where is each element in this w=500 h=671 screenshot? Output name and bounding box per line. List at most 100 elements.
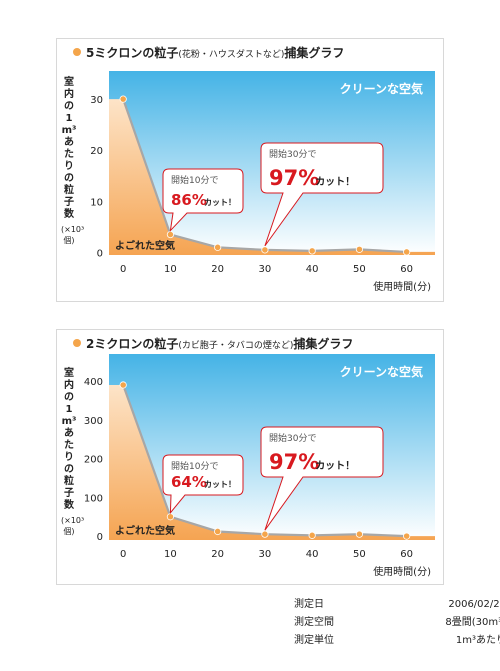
callout-suffix: カット！ (204, 480, 236, 489)
data-point (214, 243, 222, 251)
bullet-dot-icon (73, 48, 81, 56)
callout-percent: 97% (269, 450, 319, 474)
measurement-space-value: 8畳間(30m³) (445, 617, 500, 628)
y-axis-unit: (×10³個) (61, 225, 85, 245)
chart-title: 5ミクロンの粒子(花粉・ハウスダストなど)捕集グラフ (73, 44, 344, 61)
dirty-air-area (109, 99, 435, 255)
data-point (403, 248, 411, 256)
x-tick-label: 0 (120, 549, 126, 560)
y-axis-label-char: 粒 (64, 185, 74, 196)
y-axis-label-char: 子 (64, 197, 74, 208)
callout-frame (260, 426, 384, 531)
y-tick-label: 0 (97, 248, 103, 259)
y-axis-label-char: の (64, 464, 74, 475)
bullet-dot-icon (73, 339, 81, 347)
particle-chart-5micron: 0 10 20 30 0 10 20 30 40 50 60 使用時間(分) クリーンな空気よごれた空気… (90, 71, 435, 293)
callout-bubble: 開始10分で 86%カット！ (162, 168, 244, 233)
y-axis-label-char: あ (64, 428, 74, 439)
x-tick-label: 30 (259, 549, 272, 560)
callout-percent: 86% (171, 191, 207, 209)
measurement-date-row: 測定日 2006/02/20 (294, 596, 500, 614)
y-axis-label-char: 内 (64, 380, 74, 391)
y-axis-label-char: り (64, 161, 74, 172)
data-point (214, 527, 222, 536)
callout-caption: 開始30分で (269, 148, 316, 160)
dirty-air-area (109, 385, 435, 540)
callout-bubble: 開始30分で 97%カット！ (260, 142, 384, 247)
measurement-date-value: 2006/02/20 (448, 599, 500, 610)
callout-percent: 64% (171, 473, 207, 491)
y-axis-label-char: た (64, 440, 74, 451)
data-point (119, 95, 127, 103)
y-tick-label: 10 (90, 197, 103, 208)
y-axis-label-char: の (64, 101, 74, 112)
y-axis-label-char: 室 (64, 77, 74, 88)
y-tick-label: 400 (84, 377, 103, 388)
y-tick-label: 200 (84, 455, 103, 466)
callout-caption: 開始30分で (269, 432, 316, 444)
callout-suffix: カット！ (315, 176, 355, 188)
y-axis-label-char: 1 (65, 113, 73, 124)
y-axis-label-char: m³ (61, 416, 77, 427)
y-axis-label: 室内の 1 m³ あたりの粒子数 (×10³個) (61, 77, 85, 246)
callout-frame (260, 142, 384, 247)
y-tick-label: 100 (84, 493, 103, 504)
callout-suffix: カット！ (204, 198, 236, 207)
x-tick-label: 30 (259, 264, 272, 275)
data-point (166, 513, 175, 521)
x-tick-label: 20 (211, 264, 224, 275)
data-point (355, 245, 364, 253)
y-axis-label-char: り (64, 452, 74, 463)
callout-suffix: カット！ (315, 460, 355, 472)
y-axis-label-char: 内 (64, 89, 74, 100)
data-point (308, 531, 316, 539)
callout-frame (162, 454, 244, 515)
y-axis-label-char: の (64, 173, 74, 184)
x-tick-label: 50 (353, 549, 366, 560)
chart-title: 2ミクロンの粒子(カビ胞子・タバコの煙など)捕集グラフ (73, 335, 353, 352)
y-axis-label-char: m³ (61, 125, 77, 136)
x-tick-label: 60 (400, 264, 413, 275)
data-point (261, 530, 269, 538)
measurement-space-row: 測定空間 8畳間(30m³) (294, 614, 500, 632)
y-axis-label-char: 数 (64, 500, 74, 511)
data-point (308, 247, 316, 255)
x-tick-label: 40 (306, 264, 319, 275)
measurement-date-label: 測定日 (294, 599, 324, 610)
y-axis-label-char: 子 (64, 488, 74, 499)
y-axis-label: 室内の 1 m³ あたりの粒子数 (×10³個) (61, 368, 85, 537)
x-tick-label: 10 (164, 264, 177, 275)
y-tick-label: 20 (90, 146, 103, 157)
y-tick-label: 30 (90, 95, 103, 106)
data-point (119, 381, 127, 389)
callout-caption: 開始10分で (171, 460, 218, 472)
callout-caption: 開始10分で (171, 174, 218, 186)
callout-bubble: 開始30分で 97%カット！ (260, 426, 384, 531)
x-tick-label: 60 (400, 549, 413, 560)
x-tick-label: 0 (120, 264, 126, 275)
y-axis-label-char: 1 (65, 404, 73, 415)
data-point (355, 530, 364, 538)
chart-panel-5micron: 5ミクロンの粒子(花粉・ハウスダストなど)捕集グラフ 室内の 1 m³ あたりの粒子数… (56, 38, 444, 302)
callout-frame (162, 168, 244, 233)
x-axis-label: 使用時間(分) (373, 565, 431, 578)
x-tick-label: 10 (164, 549, 177, 560)
measurement-space-label: 測定空間 (294, 617, 334, 628)
data-point (403, 532, 411, 540)
measurement-info: 測定日 2006/02/20 測定空間 8畳間(30m³) 測定単位 1m³あた… (294, 596, 500, 650)
data-point (261, 246, 269, 254)
chart-panel-2micron: 2ミクロンの粒子(カビ胞子・タバコの煙など)捕集グラフ 室内の 1 m³ あたりの粒子… (56, 329, 444, 585)
y-axis-unit: (×10³個) (61, 516, 85, 536)
callout-percent: 97% (269, 166, 319, 190)
y-tick-label: 0 (97, 532, 103, 543)
data-point (166, 230, 175, 239)
y-axis-label-char: た (64, 149, 74, 160)
clean-air-label: クリーンな空気 (340, 364, 423, 379)
x-tick-label: 50 (353, 264, 366, 275)
clean-air-label: クリーンな空気 (340, 81, 423, 96)
y-tick-label: 300 (84, 416, 103, 427)
dirty-air-label: よごれた空気 (115, 239, 175, 252)
